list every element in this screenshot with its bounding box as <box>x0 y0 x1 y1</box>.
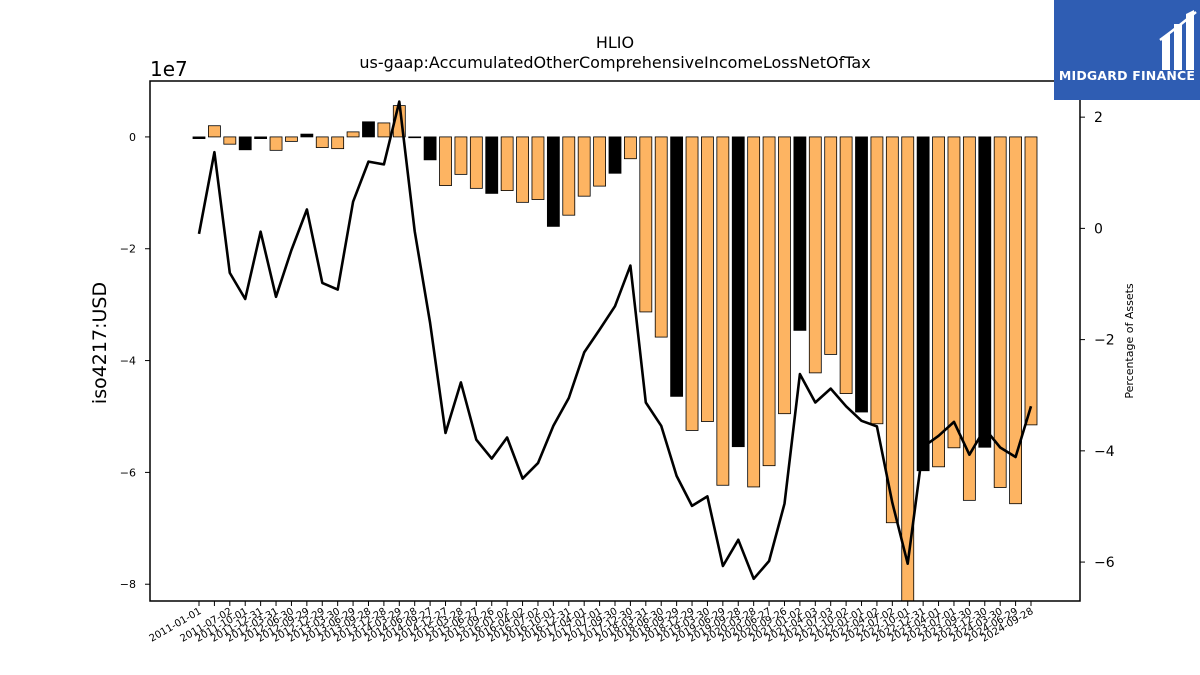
y-multiplier-label: 1e7 <box>150 57 188 81</box>
bar <box>993 136 1007 488</box>
bar <box>300 133 314 138</box>
bar <box>208 125 221 138</box>
bar <box>593 136 606 187</box>
bar <box>562 136 576 216</box>
bar <box>624 136 637 160</box>
y2-tick-label: 0 <box>1094 221 1103 237</box>
bar <box>962 136 976 501</box>
x-axis-ticks: 2011-01-012011-07-022011-10-012011-12-31… <box>148 601 1036 645</box>
y-tick-label: −4 <box>120 355 136 368</box>
bar <box>254 136 268 139</box>
bar <box>223 136 237 145</box>
bar <box>469 136 483 189</box>
bar <box>731 136 745 448</box>
y2-axis-label: Percentage of Assets <box>1123 283 1136 399</box>
bar <box>454 136 468 175</box>
bar <box>439 136 452 186</box>
bar <box>870 136 884 425</box>
bar <box>762 136 776 467</box>
logo-mark-icon <box>1159 10 1197 70</box>
bar <box>716 136 730 486</box>
bar <box>1024 136 1038 426</box>
right-axis-ticks: 2 0 −2 −4 −6 <box>1080 110 1115 571</box>
bar <box>577 136 591 197</box>
y2-tick-label: −4 <box>1094 444 1115 460</box>
bar <box>269 136 283 151</box>
bar <box>546 136 560 227</box>
percentage-line <box>197 100 1033 581</box>
bar <box>346 131 360 138</box>
company-logo: MIDGARD FINANCE <box>1054 0 1200 100</box>
left-axis-ticks: 0 −2 −4 −6 −8 <box>120 131 150 591</box>
bar <box>285 136 298 142</box>
chart-title: HLIO <box>596 33 634 52</box>
bar <box>516 136 529 203</box>
bar <box>747 136 761 488</box>
bar <box>1009 136 1022 505</box>
bar <box>855 136 868 413</box>
bar <box>315 136 329 148</box>
bar <box>608 136 622 174</box>
bar <box>654 136 668 338</box>
bar <box>485 136 499 194</box>
bar <box>670 136 684 397</box>
line-layer <box>197 100 1033 581</box>
logo-text: MIDGARD FINANCE <box>1058 68 1196 83</box>
bars-layer <box>192 105 1038 602</box>
bar <box>408 136 422 139</box>
bar <box>916 136 930 472</box>
bar <box>701 136 714 422</box>
y-tick-label: −6 <box>120 466 136 479</box>
y2-tick-label: −2 <box>1094 333 1115 349</box>
bar <box>423 136 437 161</box>
bar <box>839 136 853 394</box>
bar <box>362 121 375 138</box>
y2-tick-label: 2 <box>1094 110 1103 126</box>
y-tick-label: 0 <box>129 131 136 144</box>
bar <box>377 122 391 138</box>
y-tick-label: −2 <box>120 243 136 256</box>
bar <box>685 136 699 431</box>
bar <box>808 136 822 374</box>
bar <box>778 136 791 415</box>
bar <box>500 136 514 191</box>
bar <box>238 136 252 151</box>
bar <box>824 136 838 355</box>
bar <box>531 136 545 200</box>
bar <box>793 136 807 331</box>
bar <box>639 136 653 313</box>
bar <box>947 136 961 449</box>
y2-tick-label: −6 <box>1094 555 1115 571</box>
bar <box>192 136 206 139</box>
chart-subtitle: us-gaap:AccumulatedOtherComprehensiveInc… <box>359 53 870 72</box>
bar <box>978 136 992 448</box>
bar <box>932 136 945 468</box>
y-axis-label: iso4217:USD <box>89 282 111 404</box>
bar <box>885 136 899 524</box>
bar <box>331 136 345 150</box>
y-tick-label: −8 <box>120 578 136 591</box>
